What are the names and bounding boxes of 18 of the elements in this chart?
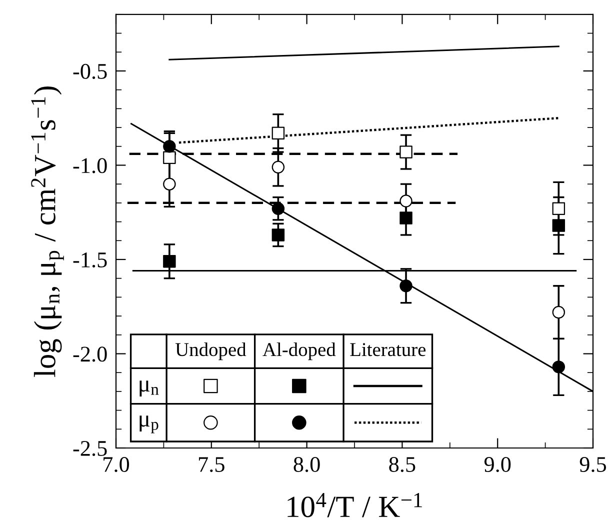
text: log (μ$_{n}$, μ$_{p}$ / cm$^{2}$V$^{−1}$s$^{−1}$) <box>31 86 64 377</box>
y-tick-label: -1.0 <box>73 158 107 174</box>
annotation: Undoped <box>175 342 246 360</box>
y-tick-label: -2.0 <box>73 346 107 362</box>
annotation: μ$_{p}$ <box>140 416 158 434</box>
x-tick-label: 7.0 <box>104 456 130 472</box>
y-tick-label: -2.5 <box>73 440 107 456</box>
x-tick-label: 9.5 <box>580 457 606 472</box>
y-tick-label: -0.5 <box>73 64 107 79</box>
x-tick-label: 8.5 <box>389 456 416 472</box>
x-tick-label: 8.0 <box>294 456 320 472</box>
annotation: Al-doped <box>262 342 336 360</box>
annotation: Literature <box>350 343 426 356</box>
x-tick-label: 9.0 <box>484 456 511 472</box>
annotation: μ$_{n}$ <box>140 380 159 397</box>
y-tick-label: -1.5 <box>73 252 107 268</box>
x-tick-label: 7.5 <box>198 457 224 472</box>
x-axis-title: 10$^{4}$/T / K$^{−1}$ <box>288 492 422 518</box>
